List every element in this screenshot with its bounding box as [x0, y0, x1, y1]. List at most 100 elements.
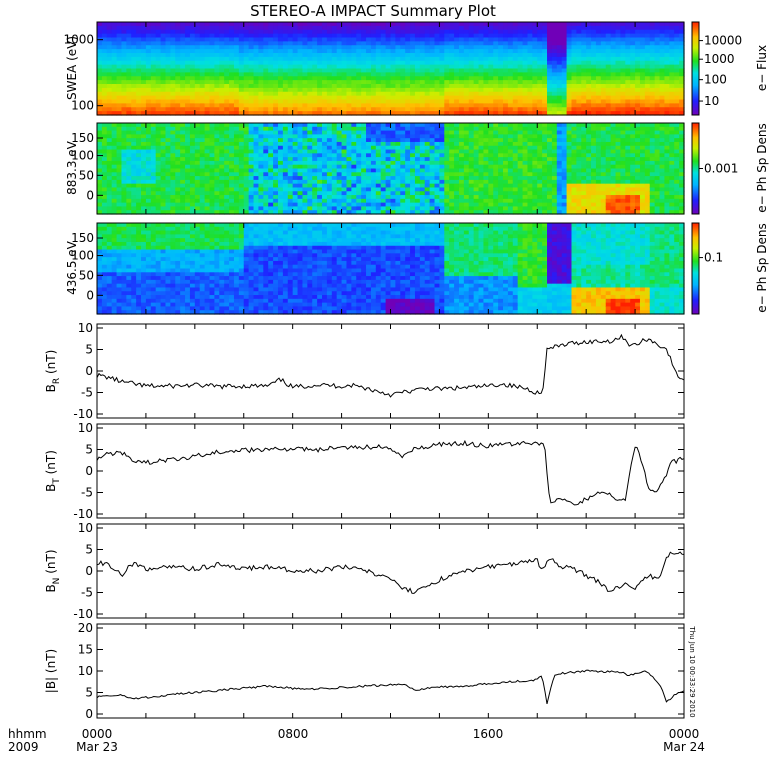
spectrogram-cell [205, 34, 210, 38]
spectrogram-cell [454, 203, 459, 207]
spectrogram-cell [498, 184, 503, 188]
spectrogram-cell [175, 45, 180, 49]
spectrogram-cell [327, 34, 332, 38]
spectrogram-cell [493, 153, 498, 157]
spectrogram-cell [263, 92, 268, 96]
spectrogram-cell [102, 57, 107, 61]
spectrogram-cell [170, 80, 175, 84]
spectrogram-cell [175, 34, 180, 38]
spectrogram-cell [249, 72, 254, 76]
spectrogram-cell [229, 65, 234, 69]
spectrogram-cell [474, 180, 479, 184]
spectrogram-cell [112, 84, 117, 88]
spectrogram-cell [161, 84, 166, 88]
spectrogram-cell [97, 72, 102, 76]
spectrogram-cell [430, 176, 435, 180]
spectrogram-cell [523, 100, 528, 104]
spectrogram-cell [386, 38, 391, 42]
spectrogram-cell [361, 103, 366, 107]
spectrogram-cell [371, 65, 376, 69]
spectrogram-cell [112, 100, 117, 104]
spectrogram-cell [356, 30, 361, 34]
spectrogram-cell [449, 138, 454, 142]
spectrogram-cell [616, 92, 621, 96]
spectrogram-cell [381, 41, 386, 45]
spectrogram-cell [400, 161, 405, 165]
spectrogram-cell [146, 57, 151, 61]
spectrogram-cell [606, 96, 611, 100]
spectrogram-cell [503, 45, 508, 49]
spectrogram-cell [386, 172, 391, 176]
spectrogram-cell [381, 165, 386, 169]
spectrogram-cell [405, 176, 410, 180]
spectrogram-cell [351, 34, 356, 38]
spectrogram-cell [483, 38, 488, 42]
spectrogram-cell [503, 206, 508, 210]
spectrogram-cell [376, 150, 381, 154]
spectrogram-cell [229, 134, 234, 138]
spectrogram-cell [293, 150, 298, 154]
spectrogram-cell [205, 49, 210, 53]
spectrogram-cell [464, 199, 469, 203]
spectrogram-cell [107, 22, 112, 26]
spectrogram-cell [601, 92, 606, 96]
spectrogram-cell [175, 150, 180, 154]
spectrogram-cell [121, 123, 126, 127]
spectrogram-cell [351, 187, 356, 191]
spectrogram-cell [508, 30, 513, 34]
spectrogram-cell [474, 80, 479, 84]
spectrogram-cell [576, 49, 581, 53]
spectrogram-cell [508, 191, 513, 195]
spectrogram-cell [464, 72, 469, 76]
spectrogram-cell [430, 76, 435, 80]
spectrogram-cell [175, 123, 180, 127]
spectrogram-cell [136, 30, 141, 34]
spectrogram-cell [239, 53, 244, 57]
spectrogram-cell [503, 84, 508, 88]
spectrogram-cell [107, 176, 112, 180]
spectrogram-cell [214, 69, 219, 73]
spectrogram-cell [557, 107, 562, 111]
spectrogram-cell [214, 34, 219, 38]
spectrogram-cell [625, 30, 630, 34]
spectrogram-cell [395, 153, 400, 157]
spectrogram-cell [283, 172, 288, 176]
spectrogram-cell [439, 199, 444, 203]
spectrogram-cell [576, 96, 581, 100]
spectrogram-cell [131, 184, 136, 188]
spectrogram-cell [200, 138, 205, 142]
spectrogram-cell [131, 61, 136, 65]
spectrogram-cell [205, 103, 210, 107]
spectrogram-cell [410, 199, 415, 203]
spectrogram-cell [454, 69, 459, 73]
spectrogram-cell [337, 146, 342, 150]
spectrogram-cell [263, 100, 268, 104]
spectrogram-cell [337, 84, 342, 88]
spectrogram-cell [239, 172, 244, 176]
spectrogram-cell [307, 184, 312, 188]
spectrogram-cell [361, 84, 366, 88]
spectrogram-cell [317, 161, 322, 165]
spectrogram-cell [175, 61, 180, 65]
spectrogram-cell [322, 161, 327, 165]
spectrogram-cell [205, 84, 210, 88]
spectrogram-cell [444, 206, 449, 210]
spectrogram-cell [263, 49, 268, 53]
spectrogram-cell [97, 187, 102, 191]
spectrogram-cell [307, 165, 312, 169]
spectrogram-cell [205, 88, 210, 92]
spectrogram-cell [523, 92, 528, 96]
spectrogram-cell [185, 38, 190, 42]
spectrogram-cell [483, 92, 488, 96]
spectrogram-cell [229, 169, 234, 173]
spectrogram-cell [395, 199, 400, 203]
spectrogram-cell [322, 80, 327, 84]
spectrogram-cell [386, 92, 391, 96]
spectrogram-cell [273, 206, 278, 210]
spectrogram-cell [175, 80, 180, 84]
spectrogram-cell [239, 76, 244, 80]
spectrogram-cell [479, 96, 484, 100]
spectrogram-cell [185, 195, 190, 199]
spectrogram-cell [298, 123, 303, 127]
spectrogram-cell [229, 176, 234, 180]
